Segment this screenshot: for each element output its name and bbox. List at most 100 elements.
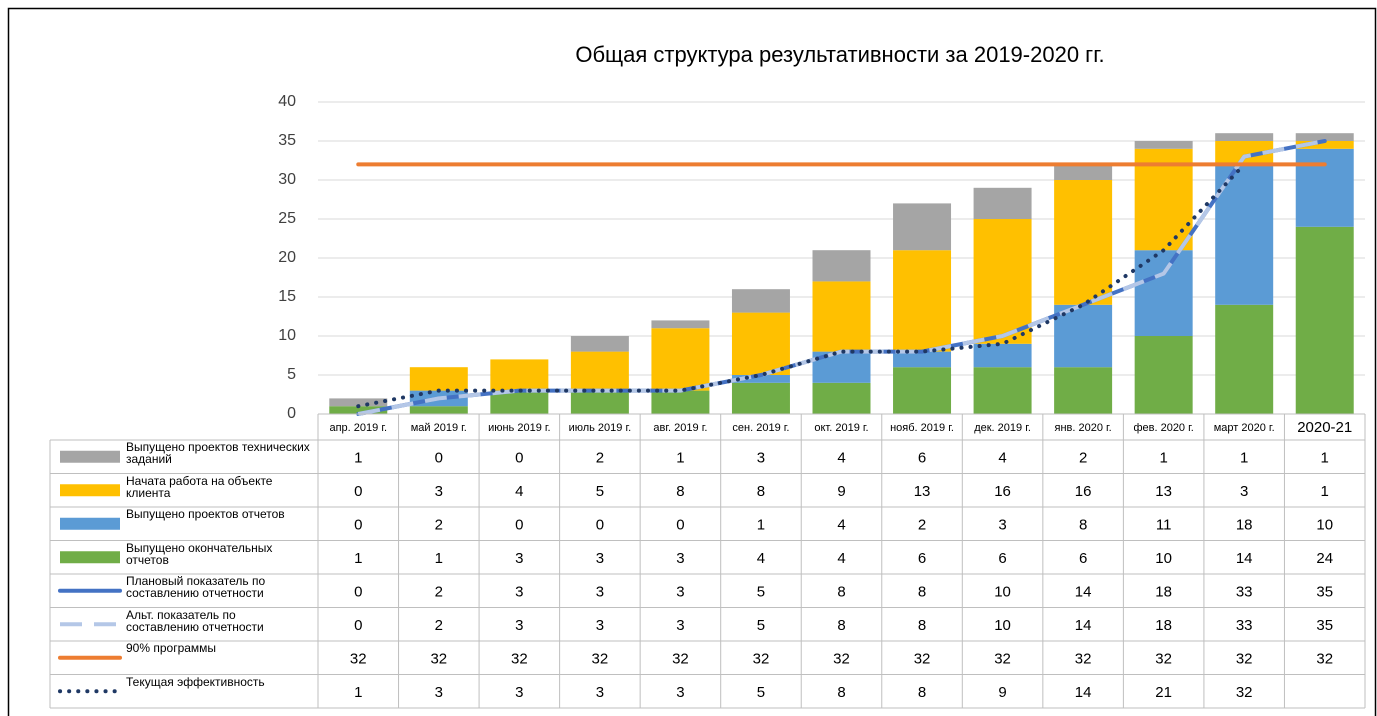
table-value: 32 [833, 651, 850, 668]
y-tick-label: 5 [287, 366, 296, 383]
x-tick-label: апр. 2019 г. [329, 422, 387, 434]
bar-segment [731, 312, 790, 375]
table-value: 32 [994, 651, 1011, 668]
table-value: 18 [1236, 517, 1253, 534]
bar-segment [1134, 336, 1193, 414]
table-value: 8 [676, 483, 684, 500]
table-value: 8 [837, 684, 845, 701]
bar-segment [1295, 141, 1354, 149]
bar-segment [812, 250, 871, 282]
bar-segment [893, 203, 952, 251]
table-value: 4 [837, 517, 845, 534]
table-value: 4 [837, 450, 845, 467]
x-tick-label: янв. 2020 г. [1054, 422, 1111, 434]
table-value: 35 [1316, 584, 1333, 601]
table-value: 3 [998, 517, 1006, 534]
table-value: 8 [918, 584, 926, 601]
table-value: 8 [918, 617, 926, 634]
bar-segment [651, 320, 710, 329]
table-value: 4 [515, 483, 523, 500]
legend-label: 90% программы [126, 641, 217, 655]
bar-segment [651, 328, 710, 391]
table-value: 3 [676, 584, 684, 601]
bar-segment [1215, 133, 1274, 141]
table-value: 14 [1075, 584, 1092, 601]
y-tick-label: 10 [278, 327, 296, 344]
table-value: 3 [596, 550, 604, 567]
table-value: 3 [596, 684, 604, 701]
table-value: 14 [1075, 684, 1092, 701]
bar-segment [570, 390, 629, 414]
y-tick-label: 40 [278, 93, 296, 110]
legend-swatch [60, 484, 120, 497]
table-value: 3 [515, 684, 523, 701]
bar-segment [1295, 133, 1354, 141]
table-value: 32 [511, 651, 528, 668]
table-value: 1 [1240, 450, 1248, 467]
legend-label: Текущая эффективность [126, 674, 265, 689]
table-value: 16 [994, 483, 1011, 500]
bar-segment [893, 351, 952, 368]
bar-segment [570, 336, 629, 352]
bar-segment [731, 382, 790, 414]
table-value: 8 [1079, 517, 1087, 534]
table-value: 32 [1155, 651, 1172, 668]
legend-swatch [60, 450, 120, 463]
table-value: 14 [1236, 550, 1253, 567]
table-value: 0 [596, 517, 604, 534]
table-value: 5 [757, 617, 765, 634]
table-value: 32 [430, 651, 447, 668]
table-value: 4 [998, 450, 1006, 467]
legend-label: Начата работа на объекте клиента [126, 473, 273, 500]
table-value: 3 [1240, 483, 1248, 500]
bar-segment [973, 219, 1032, 344]
table-value: 6 [1079, 550, 1087, 567]
table-value: 6 [918, 550, 926, 567]
table-value: 32 [1316, 651, 1333, 668]
table-value: 10 [1155, 550, 1172, 567]
bar-segment [973, 343, 1032, 368]
y-tick-label: 25 [278, 210, 296, 227]
table-value: 33 [1236, 617, 1253, 634]
y-tick-label: 15 [278, 288, 296, 305]
line-series [356, 162, 1247, 409]
table-value: 9 [837, 483, 845, 500]
table-value: 32 [1236, 651, 1253, 668]
table-value: 8 [757, 483, 765, 500]
x-tick-label: июнь 2019 г. [488, 422, 551, 434]
table-value: 0 [354, 483, 362, 500]
x-tick-label: июль 2019 г. [569, 422, 632, 434]
table-value: 3 [676, 550, 684, 567]
table-value: 13 [1155, 483, 1172, 500]
legend-label: Выпущено проектов технических заданий [126, 440, 310, 466]
bar-segment [570, 351, 629, 391]
table-value: 35 [1316, 617, 1333, 634]
table-value: 3 [435, 483, 443, 500]
bar-segment [329, 406, 388, 414]
table-value: 3 [596, 584, 604, 601]
x-tick-label: авг. 2019 г. [653, 422, 707, 434]
table-value: 6 [918, 450, 926, 467]
table-value: 0 [515, 517, 523, 534]
bar-segment [812, 382, 871, 414]
bar-segment [1054, 180, 1113, 305]
table-value: 33 [1236, 584, 1253, 601]
table-value: 1 [354, 450, 362, 467]
bar-segment [1215, 304, 1274, 414]
table-value: 32 [914, 651, 931, 668]
table-value: 1 [354, 684, 362, 701]
table-value: 0 [354, 584, 362, 601]
table-value: 8 [918, 684, 926, 701]
bar-segment [1054, 367, 1113, 414]
table-value: 5 [757, 684, 765, 701]
bar-segment [329, 398, 388, 407]
table-value: 4 [837, 550, 845, 567]
table-value: 2 [435, 617, 443, 634]
bar-segment [1295, 226, 1354, 414]
x-tick-label: сен. 2019 г. [732, 422, 789, 434]
table-value: 18 [1155, 584, 1172, 601]
legend-label: Альт. показатель по составлению отчетнос… [126, 607, 264, 634]
y-tick-label: 30 [278, 171, 296, 188]
bar-segment [812, 281, 871, 352]
table-value: 4 [757, 550, 765, 567]
